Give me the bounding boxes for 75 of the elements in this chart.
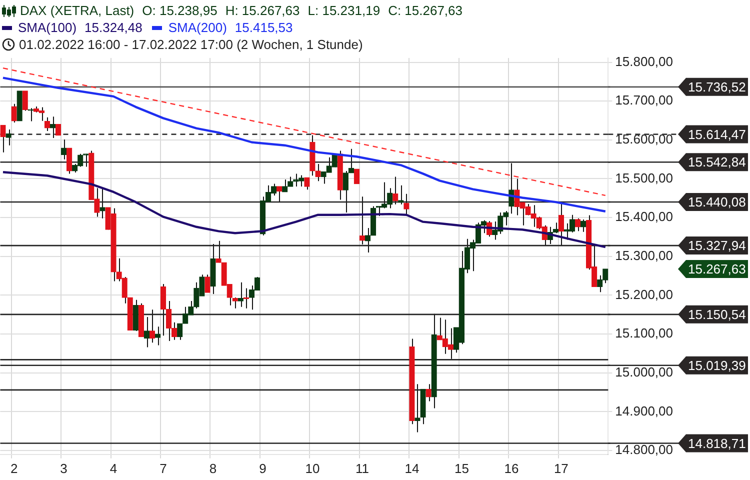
x-tick-label: 2 [10,460,18,476]
candlestick [144,316,150,348]
text: H: 15.267,63 [225,2,300,19]
candlestick [414,384,420,433]
x-tick-label: 17 [554,460,568,476]
candlestick [177,323,183,340]
legend-label: DAX (XETRA, Last) [20,2,134,19]
ref-line-label: 14.818,71 [688,436,746,451]
x-tick-label: 8 [209,460,217,476]
x-tick-label: 16 [504,460,519,476]
candlestick [426,384,432,402]
text: L: 15.231,19 [308,2,380,19]
y-tick-label: 14.800,00 [615,442,674,458]
ref-line-label: 15.327,94 [688,238,746,254]
x-tick-label: 10 [305,460,320,476]
candlestick [574,218,581,232]
ref-line-label: 15.542,84 [688,154,746,170]
candlestick [354,168,360,184]
candlestick [238,282,244,308]
candlestick [44,116,50,132]
candlestick [132,299,138,332]
ref-line-label: 15.614,47 [688,126,746,142]
chart-subtitle: 01.02.2022 16:00 - 17.02.2022 17:00 (2 Wochen, 1 Stunde) [19,37,363,52]
candlestick [580,219,586,232]
y-tick-label: 15.500,00 [615,170,674,186]
candlestick [11,103,17,123]
candlestick [204,274,210,293]
candlestick [232,297,238,309]
candlestick [315,163,321,182]
x-tick-label: 3 [60,460,68,476]
candlestick [276,186,282,202]
candlestick [149,309,156,344]
ref-line-label: 15.440,08 [688,194,746,210]
text: 15.267,63 [688,262,746,277]
candlestick [154,326,161,346]
candlestick [83,153,89,168]
candlestick [398,184,404,205]
y-tick-label: 15.000,00 [615,364,674,380]
x-tick-label: 7 [160,460,167,476]
ref-line-label: 15.019,39 [688,358,746,373]
candlestick [282,179,288,192]
text: 15.415,53 [234,19,293,36]
y-tick-label: 15.200,00 [615,286,674,302]
x-tick-label: 15 [454,460,469,476]
legend-label: SMA(200) [168,19,227,36]
y-tick-label: 15.100,00 [615,326,674,341]
candlestick [392,176,398,205]
text: O: 15.238,95 [142,2,218,19]
y-tick-label: 14.900,00 [615,403,674,418]
y-tick-label: 15.400,00 [615,209,674,224]
x-tick-label: 11 [355,460,369,476]
candlestick [304,177,310,190]
legend-label: SMA(100) [18,19,77,36]
candlestick [0,124,6,153]
candlestick [558,202,564,246]
x-tick-label: 4 [110,460,118,476]
candlestick [404,193,410,216]
candlestick [60,139,67,160]
text: 15.324,48 [84,19,142,36]
y-tick-label: 15.600,00 [615,132,674,146]
y-tick-label: 15.700,00 [615,92,674,108]
candlestick [22,90,28,112]
ref-line-label: 15.736,52 [688,79,746,94]
x-tick-label: 14 [404,460,420,476]
ref-line-label: 15.150,54 [688,307,746,322]
candlestick [6,128,12,146]
candlestick [359,196,366,245]
x-tick-label: 9 [259,460,266,476]
candlestick [100,188,106,219]
text: C: 15.267,63 [388,2,463,19]
candlestick [28,108,34,122]
y-tick-label: 15.300,00 [615,248,674,263]
y-tick-label: 15.800,00 [615,54,674,69]
candlestick [55,124,62,136]
candlestick [216,240,222,264]
